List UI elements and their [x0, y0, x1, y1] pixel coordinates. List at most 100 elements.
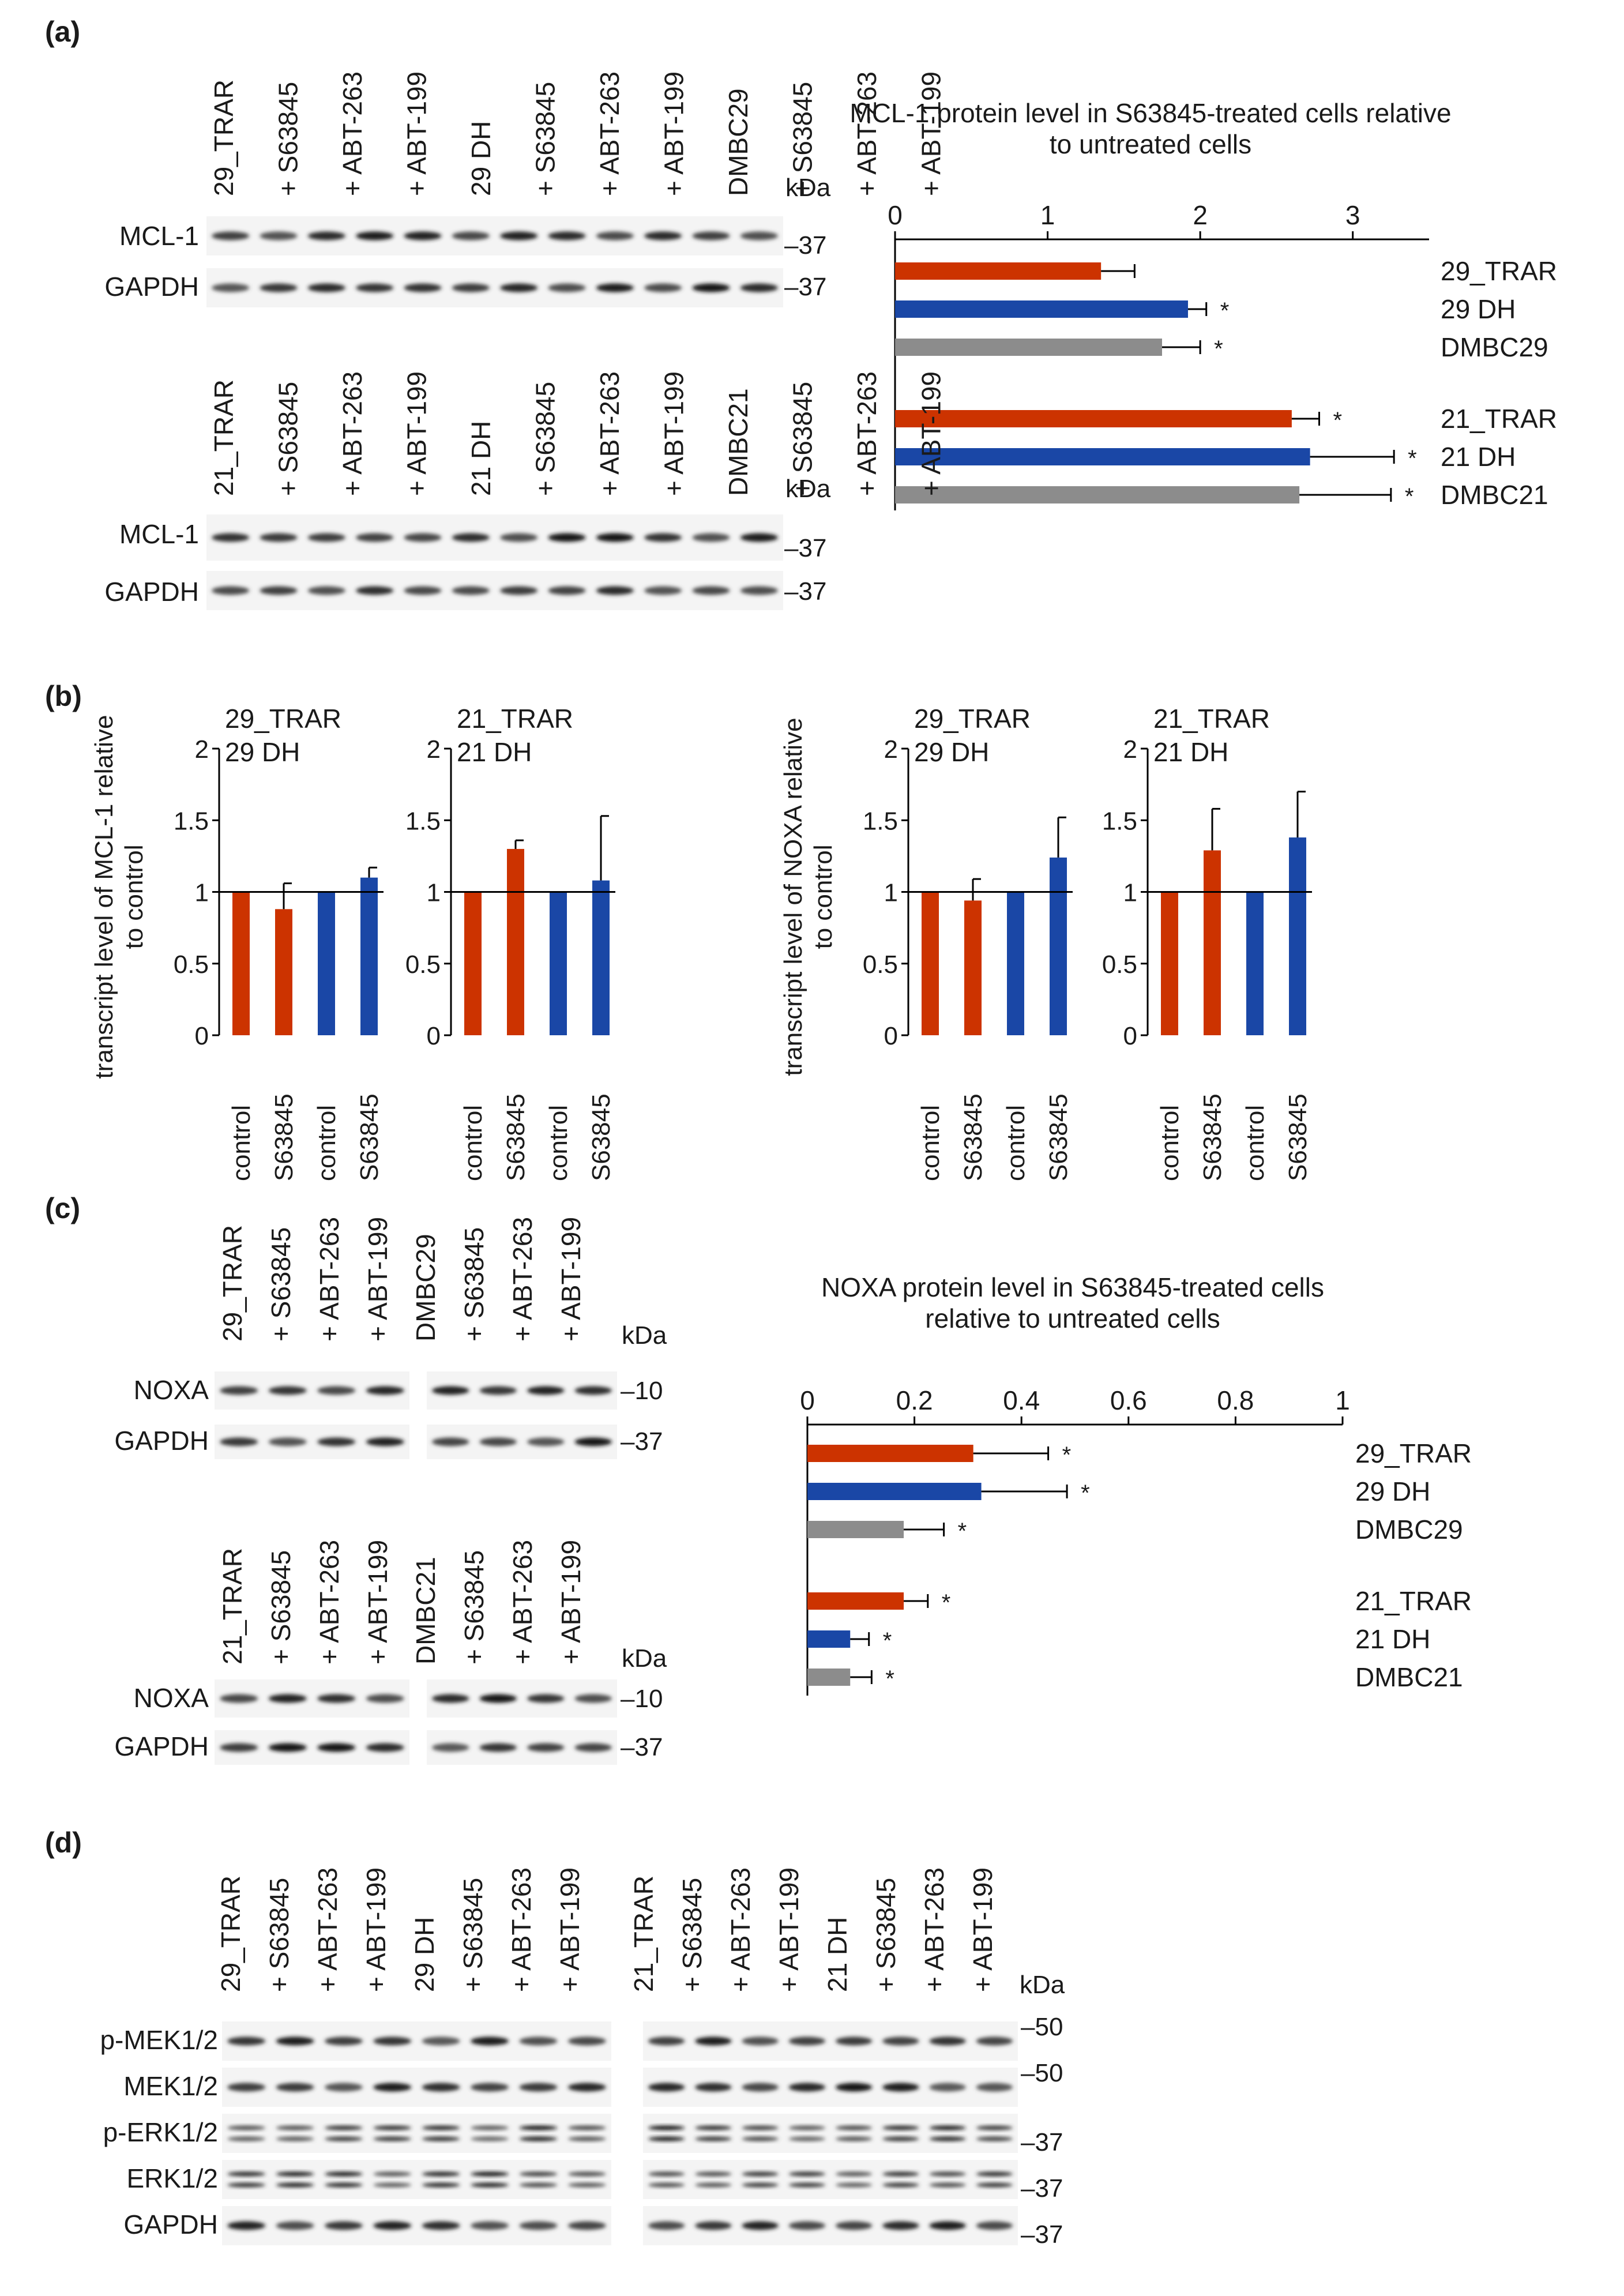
band	[527, 1437, 565, 1446]
c-noxa-protein-bar	[807, 1521, 904, 1538]
band	[695, 2136, 732, 2141]
d-left-blot	[222, 2114, 611, 2153]
band	[519, 2171, 558, 2177]
a-mcl1-protein-legend-label: 21 DH	[1441, 442, 1516, 472]
a-mcl1-protein-sig-marker: *	[1220, 298, 1230, 324]
band	[227, 2036, 266, 2046]
c-noxa-protein-bar	[807, 1592, 904, 1610]
band	[519, 2083, 558, 2092]
c-left-lane-label: + ABT-199	[363, 1217, 393, 1341]
a-mcl1-protein-bar	[895, 486, 1300, 503]
c-noxa-protein-chart: NOXA protein level in S63845-treated cel…	[800, 1272, 1472, 1696]
d-right-blot	[643, 2206, 1018, 2245]
a-blot2-lane-label: + ABT-199	[916, 371, 946, 496]
band	[227, 2125, 266, 2130]
band	[742, 2171, 779, 2177]
band	[644, 283, 682, 292]
band	[260, 231, 298, 241]
band	[596, 586, 634, 595]
band	[548, 231, 586, 241]
b-mcl1-29-y-axis-label: transcript level of MCL-1 relativeto con…	[90, 715, 148, 1079]
b-noxa-29-category-label: control	[916, 1105, 945, 1181]
c-gapdh-left-blot	[215, 1730, 409, 1765]
band	[432, 1386, 469, 1395]
c-noxa-protein-sig-marker: *	[883, 1628, 892, 1654]
b-mcl1-21-legend-label: 21 DH	[457, 737, 532, 767]
band	[356, 231, 394, 241]
a-blot2-gapdh-blot	[206, 571, 783, 610]
b-mcl1-29-chart: 0 0.5 1 1.5 2 control S63845 control S63845 29_TR…	[90, 704, 384, 1181]
band	[695, 2125, 732, 2130]
b-mcl1-29-category-label: control	[227, 1105, 255, 1181]
band	[976, 2125, 1013, 2130]
panel-label-b: (b)	[45, 680, 82, 712]
d-right-blot	[643, 2021, 1018, 2061]
band	[788, 2125, 826, 2130]
c-noxa-protein-tick-label: 0	[800, 1385, 815, 1415]
b-noxa-21-chart: 0 0.5 1 1.5 2 control S63845 control S63845 21_TR…	[1102, 704, 1312, 1181]
d-row-label: GAPDH	[123, 2209, 218, 2239]
b-noxa-29-legend-label: 29 DH	[914, 737, 989, 767]
band	[422, 2221, 460, 2230]
band	[307, 533, 345, 542]
b-mcl1-21-category-label: S63845	[502, 1093, 530, 1181]
band	[976, 2036, 1013, 2046]
b-noxa-29-category-label: S63845	[1044, 1093, 1073, 1181]
d-kda-marker: –37	[1021, 2220, 1063, 2249]
band	[276, 2221, 314, 2230]
d-left-blot	[222, 2206, 611, 2245]
band	[788, 2136, 826, 2141]
a-mcl1-protein-tick-label: 0	[888, 200, 903, 230]
b-noxa-21-legend-label: 21 DH	[1153, 737, 1228, 767]
band	[740, 533, 778, 542]
c-left-lane-label: + S63845	[266, 1227, 296, 1341]
band	[742, 2125, 779, 2130]
band	[471, 2182, 509, 2188]
a-mcl1-protein-legend-label: 29_TRAR	[1441, 256, 1557, 286]
band	[220, 1694, 258, 1703]
c-right-lane-label: + ABT-263	[507, 1217, 537, 1341]
b-mcl1-29-category-label: S63845	[270, 1093, 298, 1181]
band	[366, 1437, 404, 1446]
band	[882, 2036, 919, 2046]
band	[373, 2125, 412, 2130]
band	[373, 2083, 412, 2092]
band	[929, 2036, 966, 2046]
band	[317, 1694, 356, 1703]
b-mcl1-29-bar	[360, 877, 378, 1035]
a-blot1-lane-label: + S63845	[531, 82, 561, 196]
a-blot1-lane-label: 29 DH	[466, 121, 496, 196]
band	[648, 2125, 685, 2130]
band	[471, 2171, 509, 2177]
band	[471, 2136, 509, 2141]
band	[519, 2221, 558, 2230]
a-mcl1-protein-bar	[895, 448, 1310, 465]
band	[366, 1386, 404, 1395]
a-mcl1-protein-sig-marker: *	[1333, 408, 1343, 433]
band	[929, 2182, 966, 2188]
band	[788, 2171, 826, 2177]
b-mcl1-21-bar	[592, 880, 610, 1035]
band	[574, 1743, 612, 1752]
band	[835, 2083, 873, 2092]
a-blot2-lane-label: + S63845	[788, 382, 818, 496]
band	[929, 2171, 966, 2177]
band	[740, 586, 778, 595]
b-noxa-29-tick-label: 0	[884, 1022, 898, 1050]
band	[929, 2083, 966, 2092]
b-noxa-29-bar	[1050, 857, 1067, 1035]
band	[373, 2136, 412, 2141]
band	[929, 2221, 966, 2230]
d-row-label: p-ERK1/2	[103, 2117, 218, 2147]
band	[422, 2136, 460, 2141]
band	[307, 586, 345, 595]
c-noxa-protein-sig-marker: *	[958, 1519, 967, 1544]
b-noxa-21-tick-label: 2	[1123, 735, 1137, 764]
a-mcl1-protein-sig-marker: *	[1408, 446, 1417, 471]
c-noxa-protein-tick-label: 0.8	[1217, 1385, 1254, 1415]
b-mcl1-29-legend-label: 29_TRAR	[225, 704, 341, 734]
a-mcl1-protein-bar	[895, 262, 1102, 280]
a-blot1-gapdh-blot	[206, 268, 783, 307]
band	[644, 533, 682, 542]
c-right-lane-label: + ABT-199	[556, 1540, 586, 1664]
